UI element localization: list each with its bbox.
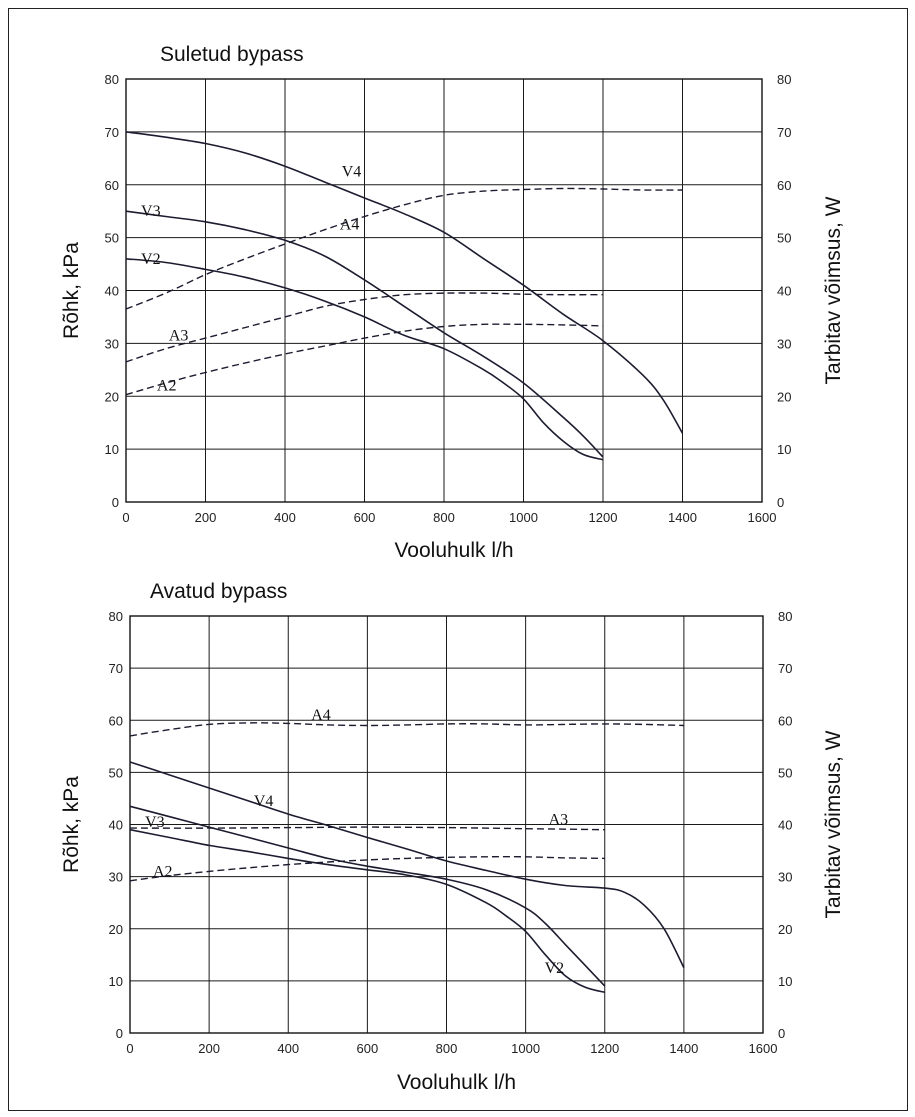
series-v2-label: V2 bbox=[141, 251, 161, 268]
x-tick-label: 0 bbox=[122, 510, 129, 525]
y-right-tick-label: 20 bbox=[778, 922, 792, 937]
series-a3-line bbox=[129, 826, 605, 831]
y-right-tick-label: 10 bbox=[777, 442, 791, 457]
y-right-tick-label: 30 bbox=[777, 336, 791, 351]
y-right-tick-label: 0 bbox=[777, 495, 784, 510]
series-a3-line bbox=[125, 292, 604, 363]
y-right-tick-label: 50 bbox=[777, 231, 791, 246]
series-a4-label: A4 bbox=[340, 216, 360, 233]
y-axis-label-right: Tarbitav võimsus, W bbox=[822, 730, 845, 918]
plot-area bbox=[129, 615, 764, 1034]
x-tick-label: 1400 bbox=[669, 1041, 698, 1056]
x-tick-label: 400 bbox=[277, 1041, 299, 1056]
y-right-tick-label: 70 bbox=[778, 661, 792, 676]
y-right-tick-label: 70 bbox=[777, 125, 791, 140]
y-tick-label: 0 bbox=[112, 495, 119, 510]
y-tick-label: 50 bbox=[105, 231, 119, 246]
x-tick-label: 1000 bbox=[509, 510, 538, 525]
y-tick-label: 70 bbox=[109, 661, 123, 676]
y-tick-label: 40 bbox=[105, 284, 119, 299]
series-v2-line bbox=[129, 828, 605, 994]
x-tick-label: 200 bbox=[195, 510, 217, 525]
y-right-tick-label: 0 bbox=[778, 1026, 785, 1041]
y-right-tick-label: 30 bbox=[778, 870, 792, 885]
y-tick-label: 60 bbox=[105, 178, 119, 193]
x-tick-label: 1000 bbox=[511, 1041, 540, 1056]
x-tick-label: 1200 bbox=[589, 510, 618, 525]
series-v3-label: V3 bbox=[141, 203, 161, 220]
series-v3-line bbox=[125, 210, 604, 458]
y-right-tick-label: 60 bbox=[778, 713, 792, 728]
y-right-tick-label: 50 bbox=[778, 765, 792, 780]
series-v3-label: V3 bbox=[145, 814, 165, 831]
series-a2-label: A2 bbox=[157, 378, 177, 395]
x-tick-label: 1600 bbox=[749, 1041, 778, 1056]
grid bbox=[125, 78, 763, 503]
series-a3-label: A3 bbox=[549, 811, 569, 828]
y-tick-label: 10 bbox=[109, 974, 123, 989]
series-v4-line bbox=[129, 761, 685, 969]
x-tick-label: 400 bbox=[274, 510, 296, 525]
y-tick-label: 30 bbox=[109, 870, 123, 885]
series-a4-line bbox=[125, 187, 683, 310]
series-a2-line bbox=[129, 855, 605, 882]
series-a4-label: A4 bbox=[311, 707, 331, 724]
x-tick-label: 800 bbox=[436, 1041, 458, 1056]
y-axis-label: Rõhk, kPa bbox=[60, 776, 83, 873]
y-axis-label: Rõhk, kPa bbox=[60, 242, 83, 339]
y-right-tick-label: 40 bbox=[777, 284, 791, 299]
y-tick-label: 20 bbox=[105, 389, 119, 404]
y-tick-label: 80 bbox=[105, 72, 119, 87]
x-tick-label: 600 bbox=[354, 510, 376, 525]
y-tick-label: 60 bbox=[109, 713, 123, 728]
plot-area bbox=[125, 78, 763, 503]
y-tick-label: 50 bbox=[109, 765, 123, 780]
y-right-tick-label: 40 bbox=[778, 818, 792, 833]
series-a4-line bbox=[129, 722, 684, 737]
x-tick-label: 1400 bbox=[668, 510, 697, 525]
x-tick-label: 1600 bbox=[748, 510, 777, 525]
x-axis-label: Vooluhulk l/h bbox=[397, 1071, 516, 1094]
x-tick-label: 800 bbox=[433, 510, 455, 525]
chart-title: Avatud bypass bbox=[150, 580, 287, 603]
y-right-tick-label: 20 bbox=[777, 389, 791, 404]
y-tick-label: 30 bbox=[105, 336, 119, 351]
series-a3-label: A3 bbox=[169, 327, 189, 344]
x-tick-label: 0 bbox=[126, 1041, 133, 1056]
series-v4-label: V4 bbox=[342, 164, 362, 181]
chart-title: Suletud bypass bbox=[160, 43, 304, 66]
series-v3-line bbox=[129, 805, 606, 987]
series-a2-line bbox=[125, 323, 604, 396]
y-axis-label-right: Tarbitav võimsus, W bbox=[822, 196, 845, 384]
series-v2-line bbox=[125, 258, 604, 461]
x-tick-label: 200 bbox=[198, 1041, 220, 1056]
y-tick-label: 70 bbox=[105, 125, 119, 140]
y-tick-label: 0 bbox=[116, 1026, 123, 1041]
grid bbox=[129, 615, 764, 1034]
x-tick-label: 1200 bbox=[590, 1041, 619, 1056]
x-tick-label: 600 bbox=[357, 1041, 379, 1056]
series-a2-label: A2 bbox=[153, 863, 173, 880]
y-tick-label: 80 bbox=[109, 609, 123, 624]
y-right-tick-label: 10 bbox=[778, 974, 792, 989]
y-right-tick-label: 80 bbox=[778, 609, 792, 624]
x-axis-label: Vooluhulk l/h bbox=[394, 539, 513, 562]
y-tick-label: 40 bbox=[109, 818, 123, 833]
series-v4-label: V4 bbox=[254, 793, 274, 810]
series-v4-line bbox=[125, 131, 684, 434]
series-v2-label: V2 bbox=[545, 960, 565, 977]
y-right-tick-label: 80 bbox=[777, 72, 791, 87]
y-tick-label: 10 bbox=[105, 442, 119, 457]
y-right-tick-label: 60 bbox=[777, 178, 791, 193]
y-tick-label: 20 bbox=[109, 922, 123, 937]
figure-frame bbox=[8, 8, 908, 1111]
